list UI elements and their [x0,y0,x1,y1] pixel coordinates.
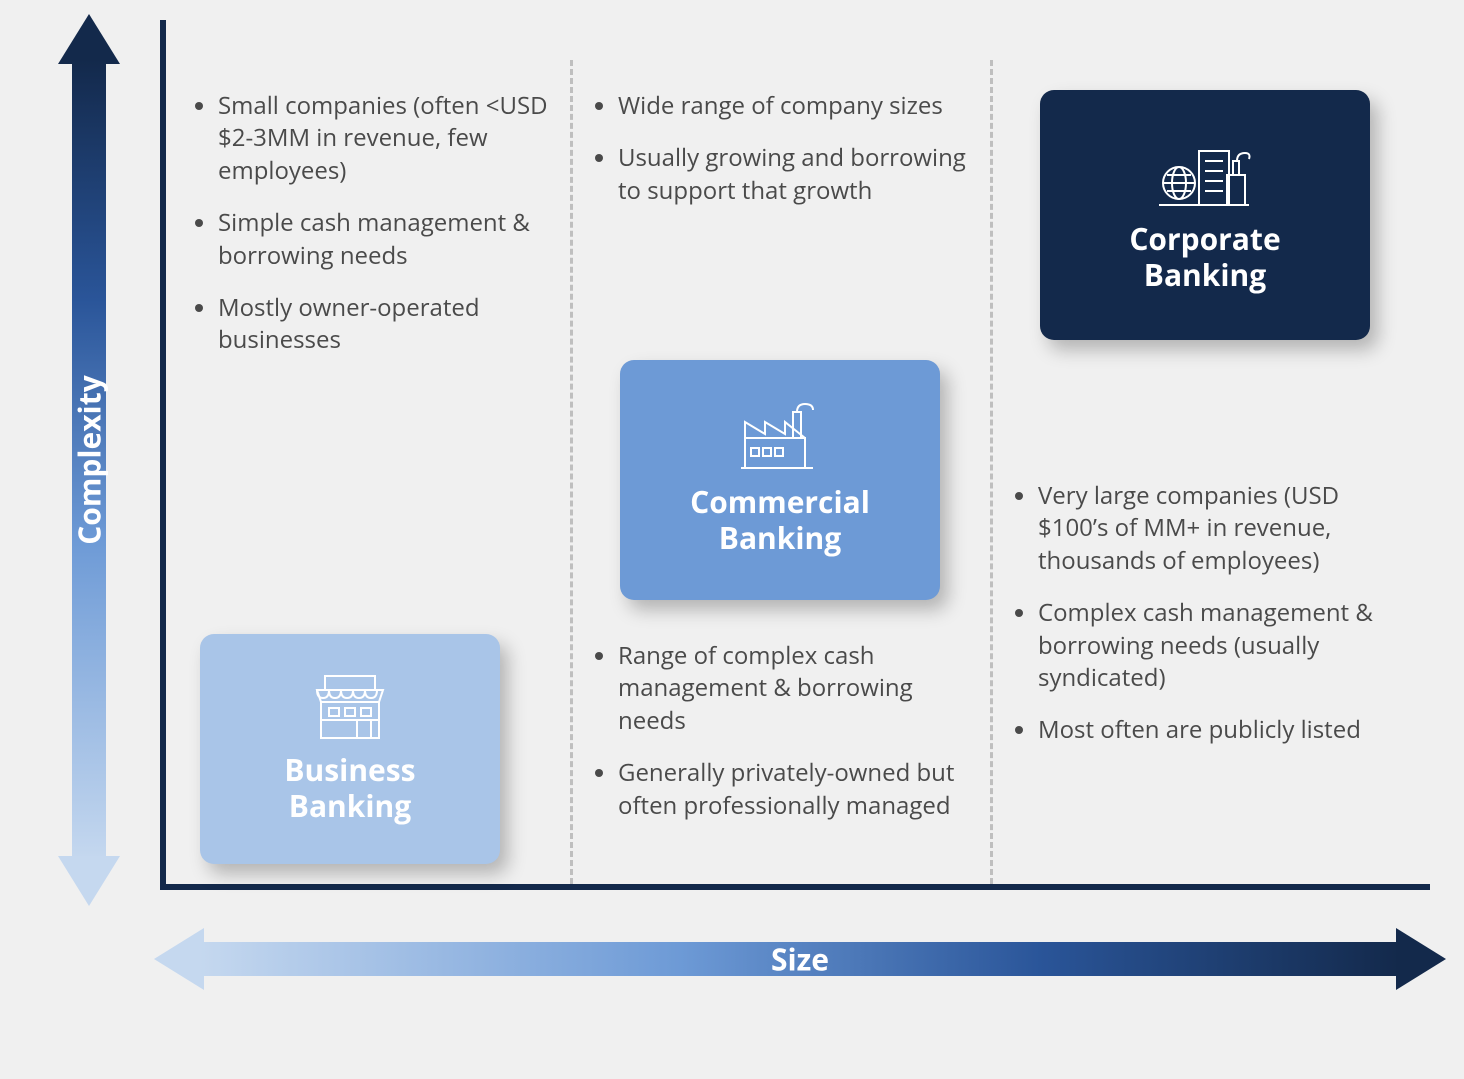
x-axis-arrow: Size [160,930,1440,988]
arrow-up-icon [58,14,120,64]
business-bullets-top: Small companies (often <USD $2-3MM in re… [190,90,560,377]
bullet-item: Generally privately-owned but often prof… [618,757,980,822]
bullet-item: Simple cash management & borrowing needs [218,207,560,272]
arrow-left-icon [154,928,204,990]
column-commercial: Wide range of company sizes Usually grow… [590,50,990,884]
card-title: Corporate Banking [1129,221,1280,293]
commercial-bullets-top: Wide range of company sizes Usually grow… [590,90,980,227]
x-axis-line [160,884,1430,890]
bullet-item: Mostly owner-operated businesses [218,292,560,357]
arrow-down-icon [58,856,120,906]
commercial-bullets-bottom: Range of complex cash management & borro… [590,640,980,842]
bullet-item: Small companies (often <USD $2-3MM in re… [218,90,560,187]
card-title: Business Banking [284,752,415,824]
bullet-item: Most often are publicly listed [1038,714,1400,746]
x-axis-label: Size [771,939,829,980]
y-axis-label: Complexity [69,375,110,545]
card-title: Commercial Banking [690,484,870,556]
storefront-icon [307,668,393,744]
column-separator-1 [570,60,573,884]
cityscape-icon [1155,131,1255,213]
card-corporate-banking: Corporate Banking [1040,90,1370,340]
factory-icon [735,398,825,476]
card-business-banking: Business Banking [200,634,500,864]
arrow-right-icon [1396,928,1446,990]
y-axis-arrow: Complexity [60,20,118,900]
bullet-item: Wide range of company sizes [618,90,980,122]
y-axis-line [160,20,166,890]
chart-area: Small companies (often <USD $2-3MM in re… [160,20,1430,890]
column-business: Small companies (often <USD $2-3MM in re… [190,50,570,884]
card-commercial-banking: Commercial Banking [620,360,940,600]
bullet-item: Very large companies (USD $100’s of MM+ … [1038,480,1400,577]
bullet-item: Complex cash management & borrowing need… [1038,597,1400,694]
corporate-bullets-bottom: Very large companies (USD $100’s of MM+ … [1010,480,1400,767]
bullet-item: Usually growing and borrowing to support… [618,142,980,207]
column-corporate: Corporate Banking Very large companies (… [1010,50,1410,884]
bullet-item: Range of complex cash management & borro… [618,640,980,737]
column-separator-2 [990,60,993,884]
